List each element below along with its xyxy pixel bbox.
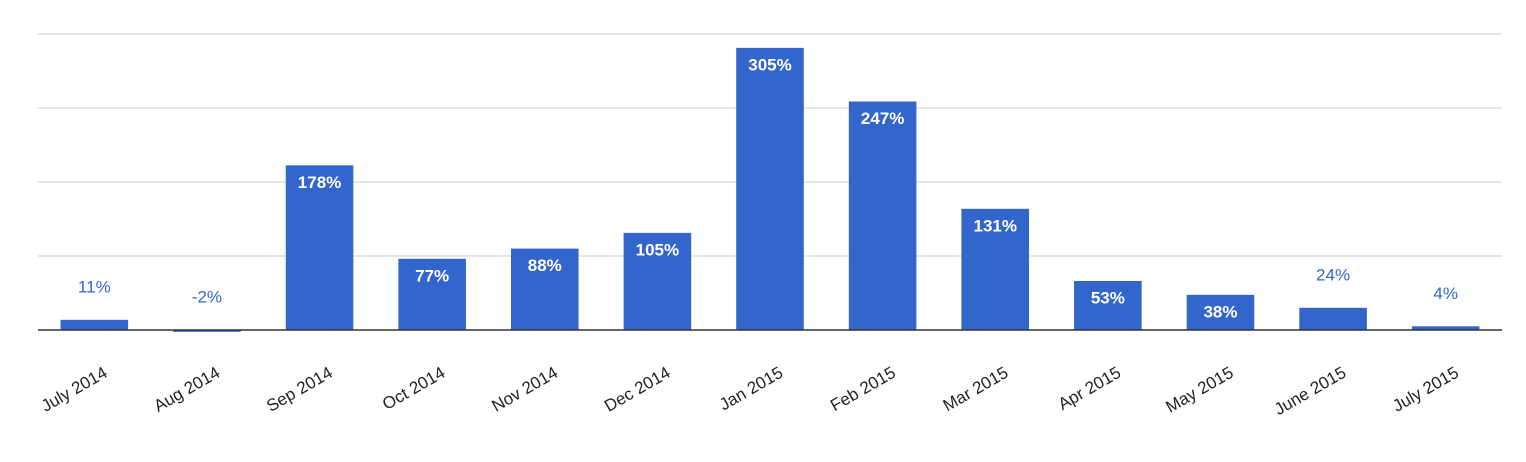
x-tick-label: May 2015 <box>1163 363 1237 417</box>
bar <box>961 208 1030 330</box>
x-tick-label: June 2015 <box>1271 363 1349 419</box>
data-label: 38% <box>1203 302 1237 321</box>
bar <box>623 232 692 330</box>
x-tick-label: Sep 2014 <box>263 363 336 416</box>
data-label: 105% <box>636 240 679 259</box>
bar <box>398 258 466 330</box>
bar <box>1299 307 1367 330</box>
bar <box>510 248 579 330</box>
data-label: 4% <box>1433 284 1458 303</box>
bar <box>1411 326 1480 330</box>
data-label: 305% <box>748 55 791 74</box>
bar <box>173 330 241 332</box>
data-label: -2% <box>192 287 222 306</box>
x-tick-label: Jan 2015 <box>716 363 786 414</box>
x-tick-label: Mar 2015 <box>940 363 1012 415</box>
bar <box>848 101 917 331</box>
x-tick-label: Nov 2014 <box>488 363 561 416</box>
data-label: 53% <box>1091 288 1125 307</box>
x-tick-label: July 2014 <box>38 363 111 416</box>
x-tick-label: Dec 2014 <box>601 363 674 416</box>
x-tick-label: Oct 2014 <box>379 363 448 414</box>
data-label: 178% <box>298 173 341 192</box>
x-tick-label: July 2015 <box>1389 363 1462 416</box>
x-tick-label: Apr 2015 <box>1055 363 1124 414</box>
x-tick-label: Aug 2014 <box>151 363 224 416</box>
data-label: 131% <box>973 216 1016 235</box>
data-label: 24% <box>1316 265 1350 284</box>
data-label: 247% <box>861 109 904 128</box>
bar <box>1186 294 1255 330</box>
bar <box>285 165 354 330</box>
x-tick-label: Feb 2015 <box>827 363 899 415</box>
bar <box>1074 280 1142 330</box>
data-label: 77% <box>415 266 449 285</box>
bar <box>60 319 129 330</box>
data-label: 11% <box>78 277 111 296</box>
bar <box>736 47 804 330</box>
data-label: 88% <box>528 256 562 275</box>
